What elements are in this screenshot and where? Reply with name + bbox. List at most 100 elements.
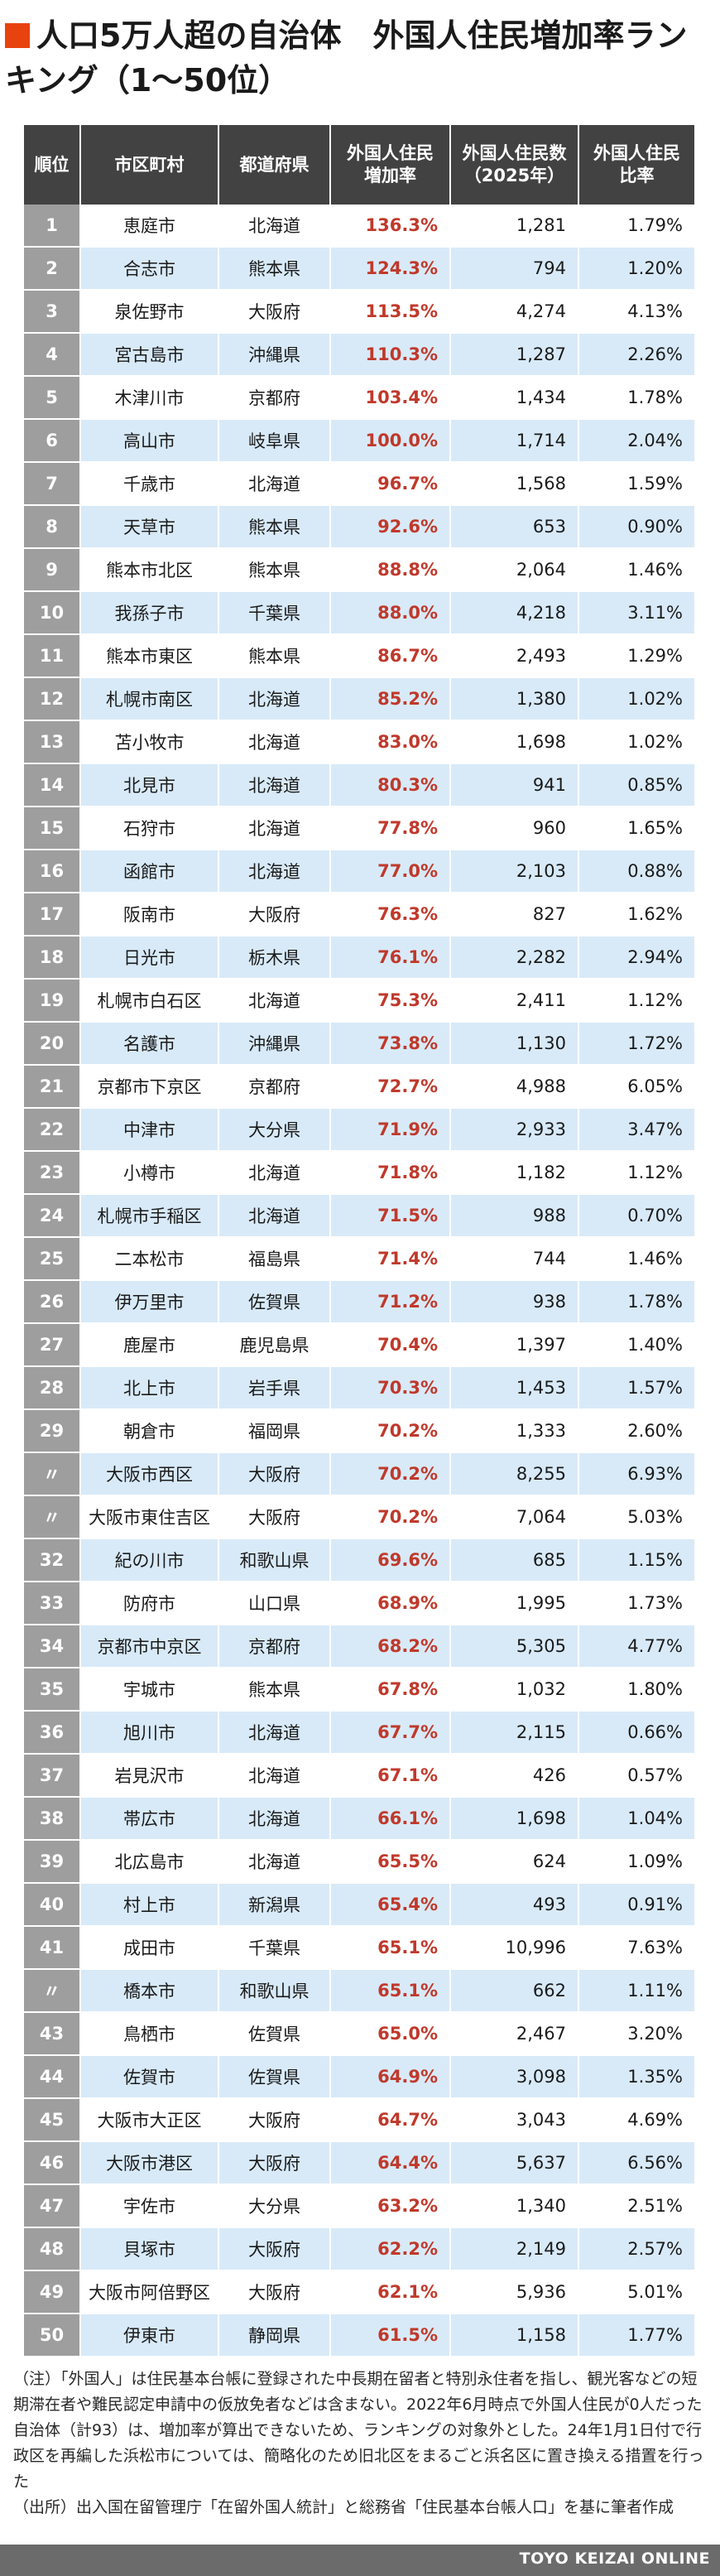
header-foreign-ratio: 外国人住民 比率 (578, 125, 694, 205)
prefecture-cell: 大分県 (218, 1108, 331, 1152)
municipality-cell: 貝塚市 (80, 2227, 219, 2271)
rank-cell: 43 (24, 2012, 81, 2056)
foreign-residents-cell: 1,287 (450, 333, 579, 377)
rank-cell: 17 (24, 893, 81, 937)
prefecture-cell: 北海道 (218, 720, 331, 764)
foreign-ratio-cell: 3.11% (578, 591, 694, 635)
table-row: 47 宇佐市 大分県 63.2% 1,340 2.51% (24, 2184, 694, 2228)
table-row: 28 北上市 岩手県 70.3% 1,453 1.57% (24, 1366, 694, 1410)
foreign-residents-cell: 941 (450, 763, 579, 807)
table-row: 3 泉佐野市 大阪府 113.5% 4,274 4.13% (24, 290, 694, 334)
foreign-ratio-cell: 0.85% (578, 763, 694, 807)
increase-rate-cell: 67.7% (330, 1711, 451, 1755)
increase-rate-cell: 76.1% (330, 936, 451, 980)
foreign-residents-cell: 1,397 (450, 1323, 579, 1367)
foreign-residents-cell: 3,098 (450, 2055, 579, 2099)
foreign-residents-cell: 938 (450, 1280, 579, 1324)
municipality-cell: 札幌市手稲区 (80, 1194, 219, 1238)
municipality-cell: 橋本市 (80, 1969, 219, 2013)
increase-rate-cell: 73.8% (330, 1022, 451, 1066)
table-row: 46 大阪市港区 大阪府 64.4% 5,637 6.56% (24, 2141, 694, 2185)
foreign-residents-cell: 1,333 (450, 1409, 579, 1453)
increase-rate-cell: 64.4% (330, 2141, 451, 2185)
table-row: 13 苫小牧市 北海道 83.0% 1,698 1.02% (24, 720, 694, 764)
table-row: 6 高山市 岐阜県 100.0% 1,714 2.04% (24, 419, 694, 463)
header-foreign-residents: 外国人住民数 （2025年） (450, 125, 579, 205)
foreign-residents-cell: 1,714 (450, 419, 579, 463)
increase-rate-cell: 63.2% (330, 2184, 451, 2228)
foreign-residents-cell: 7,064 (450, 1495, 579, 1539)
foreign-ratio-cell: 7.63% (578, 1926, 694, 1970)
rank-cell: 28 (24, 1366, 81, 1410)
foreign-residents-cell: 5,305 (450, 1625, 579, 1668)
table-row: 〃橋本市 和歌山県 65.1% 662 1.11% (24, 1969, 694, 2013)
increase-rate-cell: 113.5% (330, 290, 451, 334)
foreign-residents-cell: 1,130 (450, 1022, 579, 1066)
foreign-residents-cell: 5,936 (450, 2270, 579, 2314)
rank-cell: 15 (24, 807, 81, 850)
foreign-residents-cell: 1,698 (450, 720, 579, 764)
foreign-ratio-cell: 2.94% (578, 936, 694, 980)
foreign-ratio-cell: 1.73% (578, 1582, 694, 1625)
foreign-ratio-cell: 2.04% (578, 419, 694, 463)
prefecture-cell: 大阪府 (218, 2227, 331, 2271)
table-row: 24 札幌市手稲区 北海道 71.5% 988 0.70% (24, 1194, 694, 1238)
foreign-residents-cell: 4,218 (450, 591, 579, 635)
rank-cell: 3 (24, 290, 81, 334)
increase-rate-cell: 65.0% (330, 2012, 451, 2056)
foreign-ratio-cell: 2.51% (578, 2184, 694, 2228)
foreign-residents-cell: 827 (450, 893, 579, 937)
municipality-cell: 我孫子市 (80, 591, 219, 635)
rank-cell: 46 (24, 2141, 81, 2185)
municipality-cell: 伊東市 (80, 2314, 219, 2357)
table-row: 5 木津川市 京都府 103.4% 1,434 1.78% (24, 376, 694, 420)
municipality-cell: 北上市 (80, 1366, 219, 1410)
prefecture-cell: 北海道 (218, 807, 331, 850)
table-header-row: 順位 市区町村 都道府県 外国人住民 増加率 外国人住民数 （2025年） 外国… (24, 125, 694, 205)
foreign-ratio-cell: 1.02% (578, 677, 694, 721)
table-row: 26 伊万里市 佐賀県 71.2% 938 1.78% (24, 1280, 694, 1324)
municipality-cell: 二本松市 (80, 1237, 219, 1281)
rank-cell: 〃 (24, 1452, 81, 1496)
foreign-ratio-cell: 1.20% (578, 247, 694, 291)
table-row: 25 二本松市 福島県 71.4% 744 1.46% (24, 1237, 694, 1281)
foreign-residents-cell: 1,182 (450, 1151, 579, 1195)
rank-cell: 33 (24, 1582, 81, 1625)
prefecture-cell: 北海道 (218, 1194, 331, 1238)
foreign-residents-cell: 426 (450, 1754, 579, 1798)
table-row: 18 日光市 栃木県 76.1% 2,282 2.94% (24, 936, 694, 980)
table-row: 45 大阪市大正区 大阪府 64.7% 3,043 4.69% (24, 2098, 694, 2142)
increase-rate-cell: 64.9% (330, 2055, 451, 2099)
header-rank: 順位 (24, 125, 81, 205)
increase-rate-cell: 88.0% (330, 591, 451, 635)
prefecture-cell: 大阪府 (218, 1495, 331, 1539)
foreign-residents-cell: 493 (450, 1883, 579, 1927)
municipality-cell: 京都市下京区 (80, 1065, 219, 1109)
foreign-ratio-cell: 1.65% (578, 807, 694, 850)
prefecture-cell: 和歌山県 (218, 1538, 331, 1582)
prefecture-cell: 大阪府 (218, 2141, 331, 2185)
table-row: 11 熊本市東区 熊本県 86.7% 2,493 1.29% (24, 634, 694, 678)
increase-rate-cell: 65.5% (330, 1840, 451, 1884)
rank-cell: 47 (24, 2184, 81, 2228)
prefecture-cell: 佐賀県 (218, 2055, 331, 2099)
increase-rate-cell: 62.2% (330, 2227, 451, 2271)
foreign-residents-cell: 5,637 (450, 2141, 579, 2185)
foreign-residents-cell: 1,158 (450, 2314, 579, 2357)
municipality-cell: 泉佐野市 (80, 290, 219, 334)
municipality-cell: 岩見沢市 (80, 1754, 219, 1798)
municipality-cell: 小樽市 (80, 1151, 219, 1195)
municipality-cell: 伊万里市 (80, 1280, 219, 1324)
foreign-ratio-cell: 0.70% (578, 1194, 694, 1238)
foreign-residents-cell: 794 (450, 247, 579, 291)
table-row: 14 北見市 北海道 80.3% 941 0.85% (24, 763, 694, 807)
municipality-cell: 村上市 (80, 1883, 219, 1927)
increase-rate-cell: 77.0% (330, 850, 451, 893)
increase-rate-cell: 71.2% (330, 1280, 451, 1324)
foreign-residents-cell: 2,467 (450, 2012, 579, 2056)
table-row: 〃大阪市東住吉区 大阪府 70.2% 7,064 5.03% (24, 1495, 694, 1539)
table-row: 〃大阪市西区 大阪府 70.2% 8,255 6.93% (24, 1452, 694, 1496)
foreign-residents-cell: 1,995 (450, 1582, 579, 1625)
foreign-residents-cell: 2,064 (450, 548, 579, 592)
foreign-residents-cell: 2,933 (450, 1108, 579, 1152)
